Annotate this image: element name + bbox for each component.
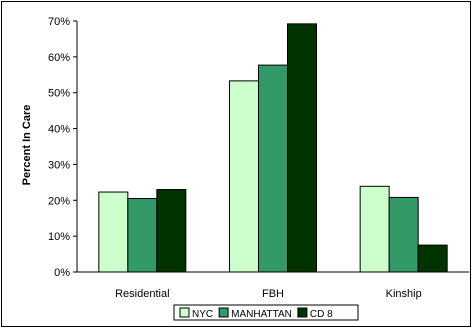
bar-cd-8-fbh <box>287 23 317 273</box>
legend: NYC MANHATTAN CD 8 <box>173 304 359 321</box>
y-tick-label: 30% <box>48 159 70 171</box>
legend-label: NYC <box>192 309 213 320</box>
x-category-label: Residential <box>115 288 169 300</box>
legend-label: MANHATTAN <box>231 309 292 320</box>
bar-cd-8-residential <box>156 189 187 273</box>
bar-nyc-kinship <box>359 185 390 273</box>
y-axis-label: Percent In Care <box>21 105 33 186</box>
y-tick-label: 0% <box>54 267 70 279</box>
y-tick-label: 40% <box>48 124 70 136</box>
legend-label: CD 8 <box>310 309 333 320</box>
legend-swatch <box>297 307 308 318</box>
bar-manhattan-kinship <box>388 196 419 273</box>
x-category-label: Kinship <box>386 288 422 300</box>
bar-nyc-fbh <box>229 80 259 273</box>
y-tick-label: 60% <box>48 52 70 64</box>
bar-cd-8-kinship <box>417 244 448 273</box>
bar-manhattan-residential <box>127 197 158 273</box>
bar-nyc-residential <box>98 191 129 273</box>
y-tick-label: 10% <box>48 231 70 243</box>
legend-swatch <box>218 307 229 318</box>
x-category-label: FBH <box>262 288 284 300</box>
bar-manhattan-fbh <box>258 64 288 273</box>
legend-swatch <box>179 307 190 318</box>
y-tick-label: 20% <box>48 195 70 207</box>
y-tick-label: 70% <box>48 16 70 28</box>
y-tick-label: 50% <box>48 88 70 100</box>
